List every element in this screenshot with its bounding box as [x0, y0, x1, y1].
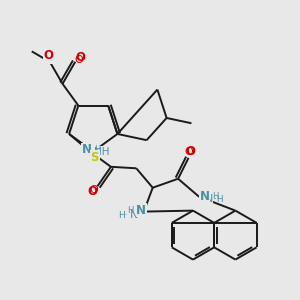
- Text: H: H: [127, 206, 134, 214]
- Text: N: N: [204, 194, 213, 204]
- Text: H: H: [94, 145, 100, 154]
- Text: N: N: [130, 210, 138, 220]
- Text: O: O: [87, 185, 97, 198]
- Text: H: H: [141, 207, 147, 216]
- Text: H: H: [212, 192, 219, 201]
- Text: O: O: [184, 148, 193, 158]
- Text: S: S: [90, 151, 98, 161]
- Text: O: O: [74, 55, 83, 65]
- Text: O: O: [89, 185, 98, 195]
- Text: N: N: [200, 190, 209, 203]
- Text: H·: H·: [118, 211, 127, 220]
- Text: ·H: ·H: [214, 195, 224, 204]
- Text: N: N: [136, 204, 146, 217]
- Text: N: N: [82, 143, 92, 156]
- Text: O: O: [44, 53, 53, 63]
- Text: O: O: [44, 50, 53, 62]
- Text: O: O: [76, 51, 85, 64]
- Text: O: O: [185, 145, 195, 158]
- Text: S: S: [91, 151, 99, 164]
- Text: NH: NH: [94, 147, 110, 157]
